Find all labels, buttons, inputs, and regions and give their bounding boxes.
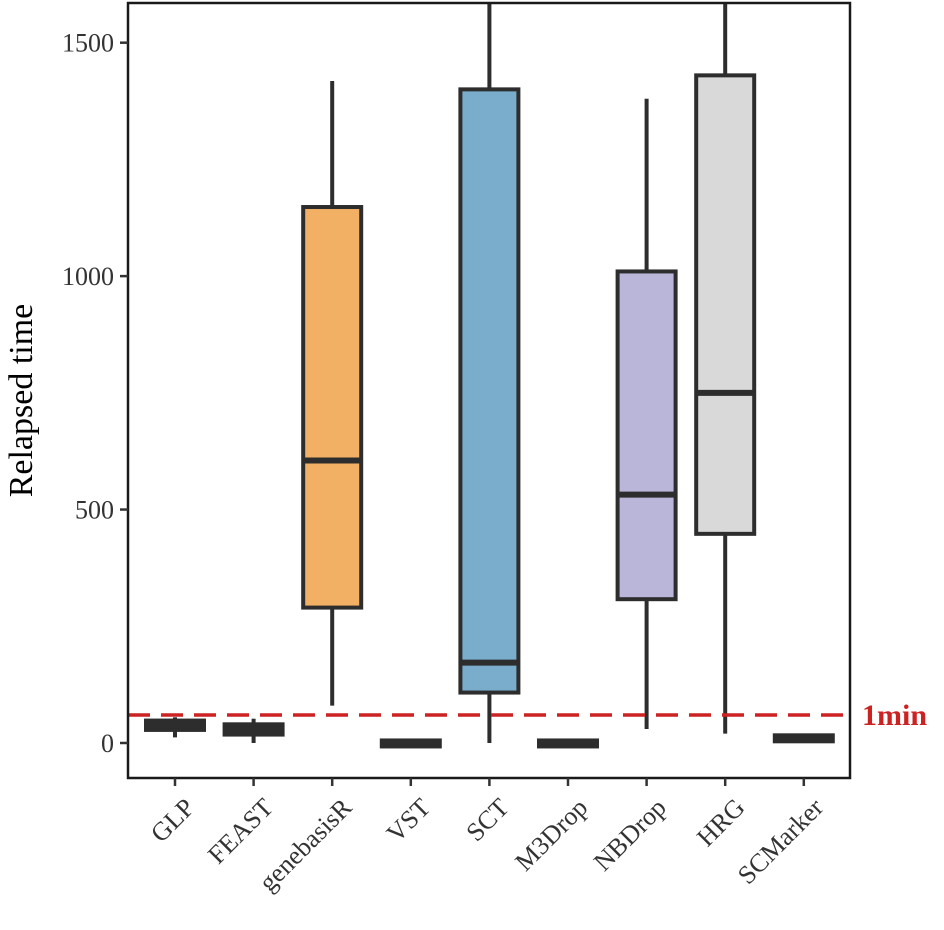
box-iqr — [615, 269, 678, 602]
box-m3drop — [537, 738, 599, 749]
x-tick-label: GLP — [145, 793, 200, 848]
box-vst — [379, 738, 442, 749]
x-tick-label: M3Drop — [509, 793, 593, 877]
y-tick-label: 1500 — [62, 29, 114, 58]
box-hrg — [694, 3, 757, 734]
box-feast — [222, 718, 285, 743]
y-axis: 0 500 1000 1500 — [62, 29, 128, 758]
box-glp — [144, 717, 206, 738]
x-tick-label: FEAST — [202, 793, 279, 870]
box-genebasisr — [301, 80, 364, 706]
boxes-layer — [144, 3, 835, 749]
x-tick-label: VST — [381, 793, 436, 848]
box-iqr — [458, 87, 521, 695]
y-axis-title: Relapsed time — [3, 304, 40, 498]
box-scmarker — [772, 733, 835, 744]
x-tick-label: SCMarker — [732, 793, 829, 890]
x-tick-label: HRG — [691, 793, 750, 852]
box-iqr — [301, 205, 364, 610]
box-iqr — [694, 73, 757, 536]
y-tick-label: 1000 — [62, 262, 114, 291]
y-tick-label: 500 — [75, 496, 114, 525]
box-nbdrop — [615, 98, 678, 729]
x-tick-label: NBDrop — [588, 793, 672, 877]
box-sct — [458, 3, 521, 743]
y-tick-label: 0 — [101, 729, 114, 758]
x-tick-label: SCT — [460, 793, 514, 847]
reference-line-label: 1min — [862, 699, 927, 732]
